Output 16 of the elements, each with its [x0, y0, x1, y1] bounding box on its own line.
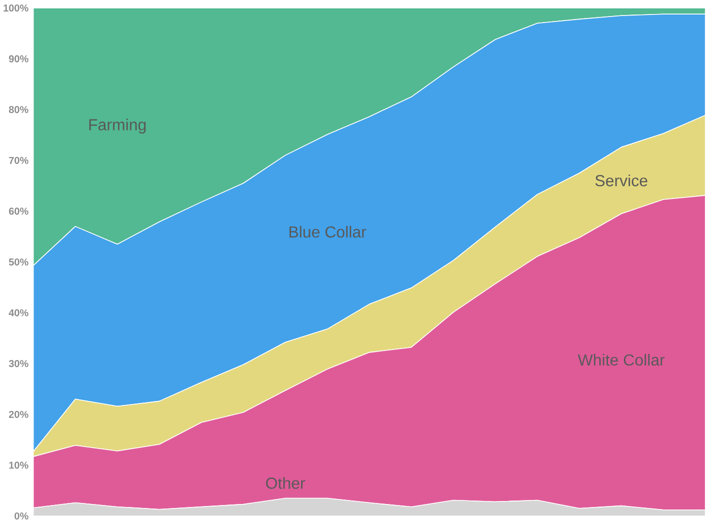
- y-tick-label: 50%: [8, 258, 28, 266]
- series-label: Other: [266, 476, 306, 489]
- y-tick-label: 100%: [4, 4, 28, 12]
- y-tick-label: 20%: [8, 410, 28, 418]
- series-label: Farming: [89, 118, 146, 134]
- y-tick-label: 40%: [8, 309, 28, 316]
- y-tick-label: 30%: [8, 360, 28, 367]
- y-tick-label: 0%: [14, 512, 28, 520]
- y-tick-label: 70%: [9, 156, 28, 164]
- series-label: Blue Collar: [290, 226, 366, 238]
- y-tick-label: 60%: [8, 207, 28, 215]
- series-label: White Collar: [578, 354, 665, 366]
- y-tick-label: 10%: [9, 461, 28, 469]
- y-tick-label: 90%: [8, 55, 28, 62]
- y-tick-label: 80%: [8, 106, 28, 113]
- series-label: Service: [595, 174, 648, 186]
